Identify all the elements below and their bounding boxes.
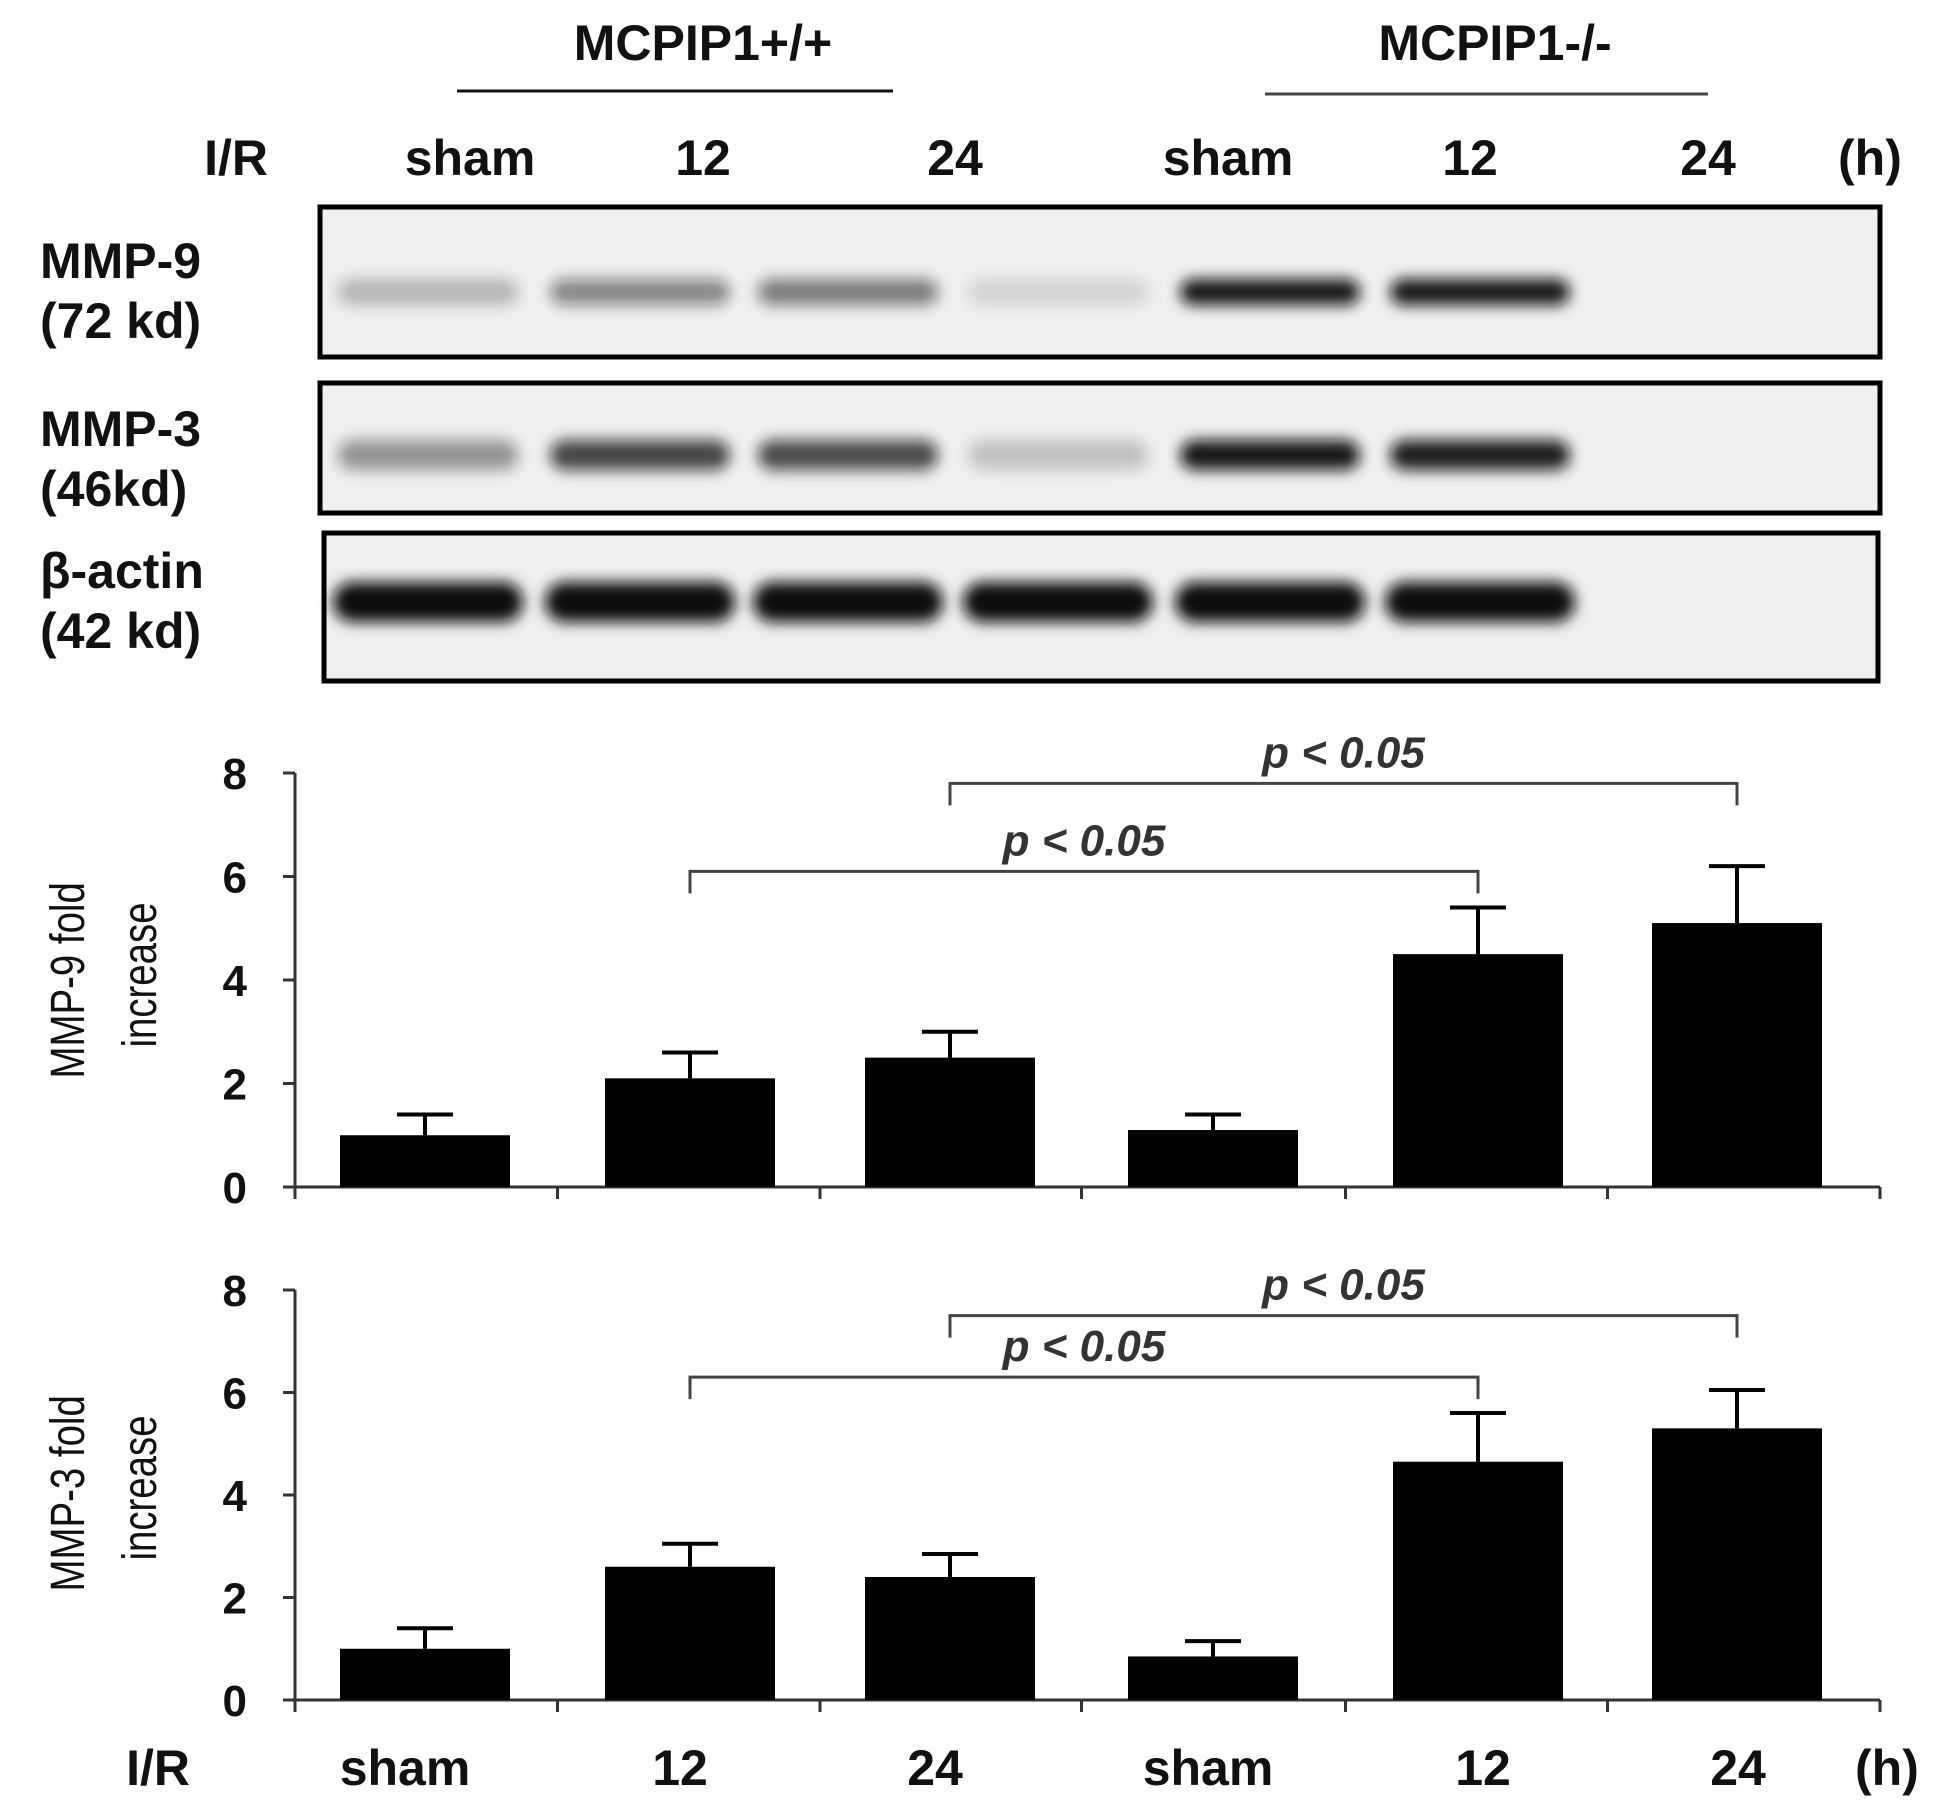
blot-band xyxy=(1180,279,1360,305)
blot-lane-label: 24 xyxy=(1680,130,1736,186)
blot-protein-name: MMP-3 xyxy=(40,401,201,457)
blot-header: MCPIP1+/+ MCPIP1-/- I/R sham 12 24 sham … xyxy=(204,15,1902,186)
blot-lane-label: 12 xyxy=(675,130,731,186)
significance-bracket xyxy=(948,781,1739,806)
y-tick-label: 8 xyxy=(223,1267,247,1316)
y-axis-label: MMP-3 fold increase xyxy=(42,1385,167,1592)
blot-band xyxy=(333,582,523,622)
x-axis-labels: I/R sham 12 24 sham 12 24 (h) xyxy=(126,1740,1919,1796)
y-tick-label: 8 xyxy=(223,750,247,799)
y-tick-label: 6 xyxy=(223,854,247,903)
blot-band xyxy=(545,582,735,622)
bar xyxy=(1128,1130,1298,1187)
blot-band xyxy=(550,279,730,305)
blot-row-label: I/R xyxy=(204,130,268,186)
x-axis-lane-label: 12 xyxy=(1455,1740,1511,1796)
y-axis-label-line: increase xyxy=(114,902,167,1047)
blot-protein-size: (72 kd) xyxy=(40,293,201,349)
bar xyxy=(1128,1656,1298,1700)
x-axis-lane-label: 12 xyxy=(652,1740,708,1796)
x-axis-lane-label: sham xyxy=(340,1740,471,1796)
significance-label: p < 0.05 xyxy=(1002,1322,1166,1371)
blot-band xyxy=(1390,440,1570,470)
significance-label: p < 0.05 xyxy=(1261,1261,1425,1310)
band-row xyxy=(338,440,1570,470)
mmp3-bar-chart: MMP-3 fold increase 0 2 4 6 8 p < 0.05 p < 0.0… xyxy=(42,1261,1882,1726)
band-row xyxy=(333,582,1575,622)
significance-label: p < 0.05 xyxy=(1002,816,1166,865)
significance-bracket xyxy=(688,869,1480,894)
mmp9-bar-chart: MMP-9 fold increase 0 2 4 6 8 p < 0.05 p < 0.0… xyxy=(42,728,1882,1213)
x-axis-lane-label: sham xyxy=(1143,1740,1274,1796)
blot-band xyxy=(338,279,518,305)
blot-panel-mmp9: MMP-9 (72 kd) xyxy=(40,204,1883,360)
bar xyxy=(340,1648,510,1700)
y-tick-label: 2 xyxy=(223,1061,247,1110)
y-tick-label: 4 xyxy=(223,957,248,1006)
y-axis-label-line: MMP-3 fold xyxy=(42,1395,95,1591)
blot-band xyxy=(1180,440,1360,470)
blot-band xyxy=(1385,582,1575,622)
blot-protein-name: MMP-9 xyxy=(40,233,201,289)
blot-protein-name: β-actin xyxy=(40,543,204,599)
bar xyxy=(1393,1461,1563,1700)
significance-label: p < 0.05 xyxy=(1261,728,1425,777)
blot-lane-label: 12 xyxy=(1442,130,1498,186)
bar xyxy=(865,1577,1035,1700)
blot-band xyxy=(963,582,1153,622)
blot-lane-label: 24 xyxy=(927,130,983,186)
y-axis-label-line: increase xyxy=(114,1415,167,1560)
x-axis-lane-label: 24 xyxy=(907,1740,963,1796)
blot-lane-label: sham xyxy=(1163,130,1294,186)
bar xyxy=(605,1566,775,1700)
bar xyxy=(865,1057,1035,1187)
bar xyxy=(340,1135,510,1187)
bar xyxy=(1652,923,1822,1187)
y-tick-label: 2 xyxy=(223,1575,247,1624)
significance-bracket xyxy=(948,1314,1739,1338)
y-axis-label-line: MMP-9 fold xyxy=(42,882,95,1078)
blot-unit-label: (h) xyxy=(1838,130,1902,186)
blot-panel-actin: β-actin (42 kd) xyxy=(40,530,1881,684)
blot-band xyxy=(758,279,938,305)
bar xyxy=(605,1078,775,1187)
blot-panel-mmp3: MMP-3 (46kd) xyxy=(40,380,1883,517)
group-label-wildtype: MCPIP1+/+ xyxy=(574,15,832,71)
blot-band xyxy=(753,582,943,622)
blot-protein-size: (42 kd) xyxy=(40,603,201,659)
y-tick-label: 6 xyxy=(223,1370,247,1419)
y-tick-label: 0 xyxy=(223,1677,247,1726)
x-axis-row-label: I/R xyxy=(126,1740,190,1796)
y-tick-label: 4 xyxy=(223,1472,248,1521)
y-tick-label: 0 xyxy=(223,1164,247,1213)
x-axis-unit-label: (h) xyxy=(1855,1740,1919,1796)
blot-band xyxy=(968,279,1148,305)
blot-band xyxy=(1175,582,1365,622)
blot-lane-label: sham xyxy=(405,130,536,186)
group-label-knockout: MCPIP1-/- xyxy=(1378,15,1611,71)
significance-bracket xyxy=(688,1375,1480,1400)
y-axis-label: MMP-9 fold increase xyxy=(42,872,167,1079)
blot-band xyxy=(550,440,730,470)
bar xyxy=(1393,954,1563,1187)
blot-band xyxy=(338,440,518,470)
band-row xyxy=(338,279,1570,305)
blot-band xyxy=(758,440,938,470)
bar xyxy=(1652,1428,1822,1700)
x-axis-lane-label: 24 xyxy=(1710,1740,1766,1796)
blot-band xyxy=(968,440,1148,470)
blot-protein-size: (46kd) xyxy=(40,461,187,517)
blot-band xyxy=(1390,279,1570,305)
